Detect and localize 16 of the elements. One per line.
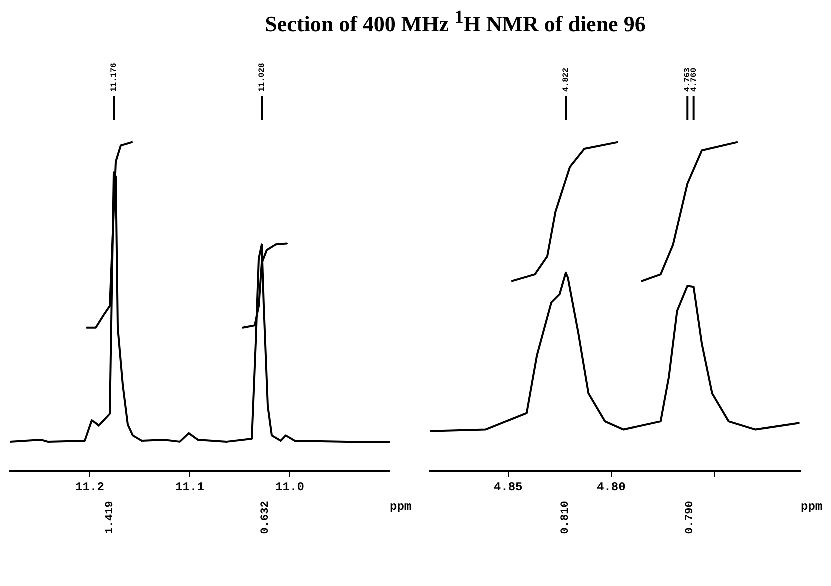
x-tick-label: 4.80 (596, 480, 626, 494)
text: 1.419 (104, 501, 116, 534)
text: 0.632 (260, 501, 272, 534)
x-tick-label: 11.0 (276, 480, 304, 494)
x2-tick-label: 4.760 (690, 68, 699, 92)
x-axis-title: ppm (801, 500, 823, 514)
x-tick-label: 4.85 (494, 480, 523, 494)
x-axis-title: ppm (390, 500, 412, 514)
x2-tick-label: 11.028 (258, 62, 268, 92)
text: Section of 400 MHz $^{1}$H NMR of diene 96 (264, 6, 647, 36)
x2-tick-label: 11.176 (110, 62, 120, 92)
x2-tick-label: 4.822 (562, 68, 572, 92)
text: 0.810 (560, 501, 572, 534)
x-tick-label: 11.2 (76, 480, 104, 494)
x-tick-label: 11.1 (176, 480, 204, 494)
text: 0.790 (684, 501, 696, 534)
